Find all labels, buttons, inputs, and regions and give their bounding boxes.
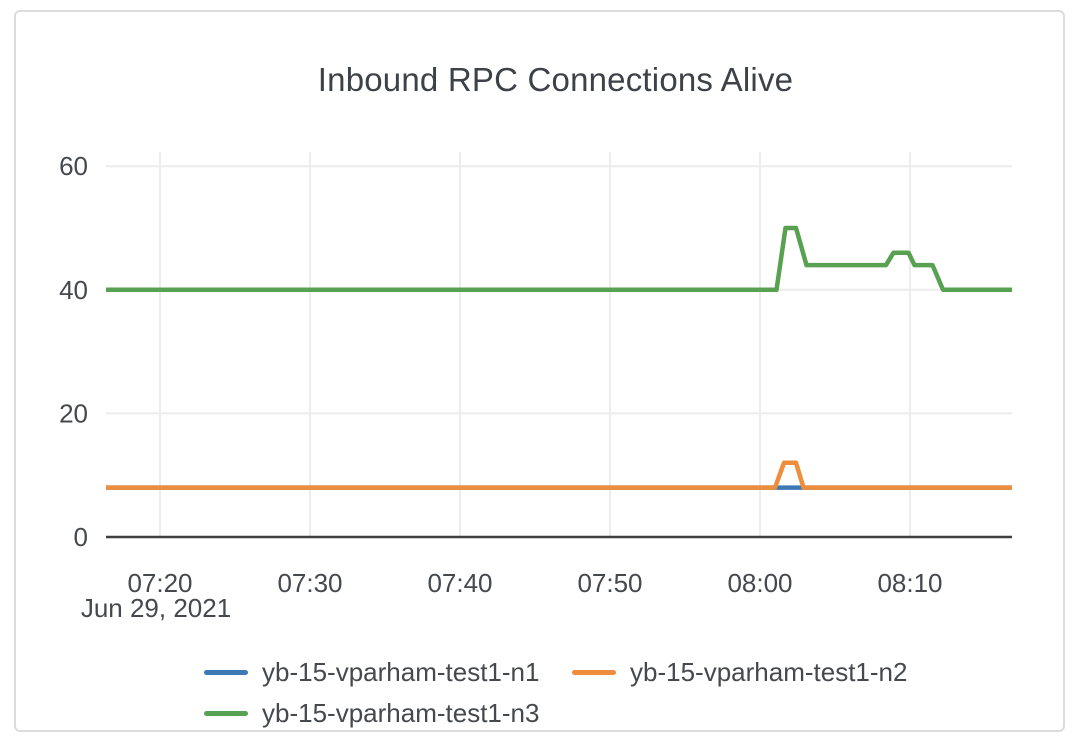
series-line-yb-15-vparham-test1-n2[interactable] xyxy=(106,460,1012,490)
legend-item-yb-15-vparham-test1-n2[interactable]: yb-15-vparham-test1-n2 xyxy=(572,654,940,690)
legend-label: yb-15-vparham-test1-n2 xyxy=(630,656,908,687)
chart-card: Inbound RPC Connections Alive yb-15-vpar… xyxy=(14,10,1065,732)
y-axis-tick-labels: 0 20 40 60 xyxy=(59,151,88,552)
x-tick-label: 08:10 xyxy=(877,568,942,598)
legend-label: yb-15-vparham-test1-n1 xyxy=(262,656,540,687)
legend-line-marker xyxy=(204,669,248,675)
x-tick-label: 07:40 xyxy=(427,568,492,598)
legend-line-marker xyxy=(572,669,616,675)
x-tick-label: 07:20 xyxy=(127,568,192,598)
legend-line-marker xyxy=(204,710,248,716)
legend-label: yb-15-vparham-test1-n3 xyxy=(262,697,540,728)
x-tick-label: 07:50 xyxy=(577,568,642,598)
y-tick-label: 40 xyxy=(59,275,88,305)
legend-item-yb-15-vparham-test1-n3[interactable]: yb-15-vparham-test1-n3 xyxy=(204,695,572,731)
x-tick-label: 08:00 xyxy=(727,568,792,598)
chart-title: Inbound RPC Connections Alive xyxy=(317,61,794,98)
x-tick-label: 07:30 xyxy=(277,568,342,598)
series-line-yb-15-vparham-test1-n3[interactable] xyxy=(106,225,1012,293)
y-tick-label: 0 xyxy=(74,522,88,552)
gridlines xyxy=(106,152,1012,537)
x-axis-tick-labels: 07:20 07:30 07:40 07:50 08:00 08:10 xyxy=(127,568,942,598)
x-axis-date-label: Jun 29, 2021 xyxy=(81,593,231,623)
y-tick-label: 60 xyxy=(59,151,88,181)
legend-item-yb-15-vparham-test1-n1[interactable]: yb-15-vparham-test1-n1 xyxy=(204,654,572,690)
y-tick-label: 20 xyxy=(59,398,88,428)
chart-legend: yb-15-vparham-test1-n1 yb-15-vparham-test… xyxy=(204,654,964,731)
